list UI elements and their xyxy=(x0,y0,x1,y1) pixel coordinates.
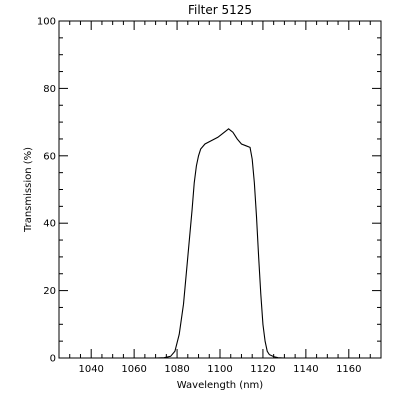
series-line-transmission xyxy=(123,128,324,359)
chart-title: Filter 5125 xyxy=(188,3,252,17)
x-tick-label: 1140 xyxy=(293,364,318,375)
x-tick-label: 1040 xyxy=(78,364,103,375)
x-axis-title: Wavelength (nm) xyxy=(177,380,263,391)
x-tick-label: 1120 xyxy=(250,364,275,375)
y-tick-label: 60 xyxy=(43,151,56,162)
y-axis-title: Transmission (%) xyxy=(23,147,34,233)
x-tick-label: 1160 xyxy=(336,364,361,375)
x-tick-label: 1100 xyxy=(207,364,232,375)
tick-labels: 1040 1060 1080 1100 1120 1140 1160 0 20 40 60 80 100 xyxy=(37,17,362,376)
x-tick-label: 1060 xyxy=(121,364,146,375)
y-tick-label: 80 xyxy=(43,84,56,95)
plot-frame xyxy=(58,20,382,359)
y-tick-label: 40 xyxy=(43,219,56,230)
y-tick-label: 20 xyxy=(43,286,56,297)
y-tick-label: 0 xyxy=(50,354,56,365)
x-tick-label: 1080 xyxy=(164,364,189,375)
axis-ticks xyxy=(59,20,381,359)
y-tick-label: 100 xyxy=(37,17,56,28)
